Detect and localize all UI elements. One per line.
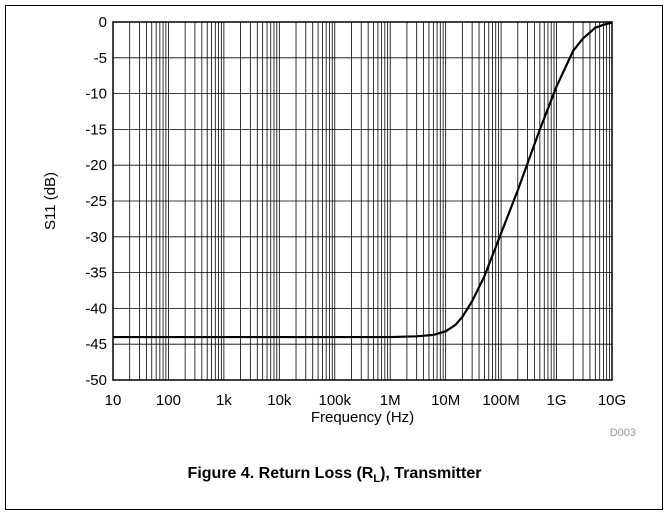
x-tick-label: 100M [482,392,520,409]
x-tick-label: 1M [380,392,401,409]
y-tick-label: -45 [85,336,107,353]
x-tick-label: 10G [598,392,626,409]
x-tick-label: 100k [319,392,352,409]
y-tick-label: -15 [85,121,107,138]
figure-caption: Figure 4. Return Loss (RL), Transmitter [0,465,669,485]
return-loss-chart: 0-5-10-15-20-25-30-35-40-45-50 10 100 1k 10… [42,14,636,439]
y-tick-label: -25 [85,193,107,210]
y-tick-label: -35 [85,265,107,282]
x-tick-label: 10 [105,392,122,409]
plot-area [112,21,613,381]
figure-code: D003 [610,427,636,439]
figure-frame [5,5,663,510]
y-tick-label: -5 [94,50,107,67]
y-axis-label: S11 (dB) [42,172,59,230]
x-tick-label: 10k [267,392,292,409]
y-tick-label: -10 [85,86,107,103]
x-tick-label: 100 [156,392,181,409]
y-tick-labels: 0 -5 -10 -15 -20 -25 -30 -35 -40 -45 -50 [85,14,107,389]
caption-suffix: ), Transmitter [380,465,482,482]
y-tick-label: -50 [85,372,107,389]
x-tick-labels: 10 100 1k 10k 100k 1M 10M 100M 1G 10G [105,392,627,409]
y-tick-label: -40 [85,300,107,317]
caption-prefix: Figure 4. Return Loss (R [187,465,374,482]
y-tick-label: 0 [99,14,107,31]
x-tick-label: 1k [216,392,232,409]
x-axis-label: Frequency (Hz) [311,409,414,426]
x-tick-label: 1G [547,392,567,409]
x-tick-label: 10M [431,392,460,409]
y-tick-label: -30 [85,229,107,246]
y-tick-label: -20 [85,157,107,174]
grid-lines [113,22,612,380]
s11-curve [113,21,613,339]
caption-subscript: L [373,473,381,486]
